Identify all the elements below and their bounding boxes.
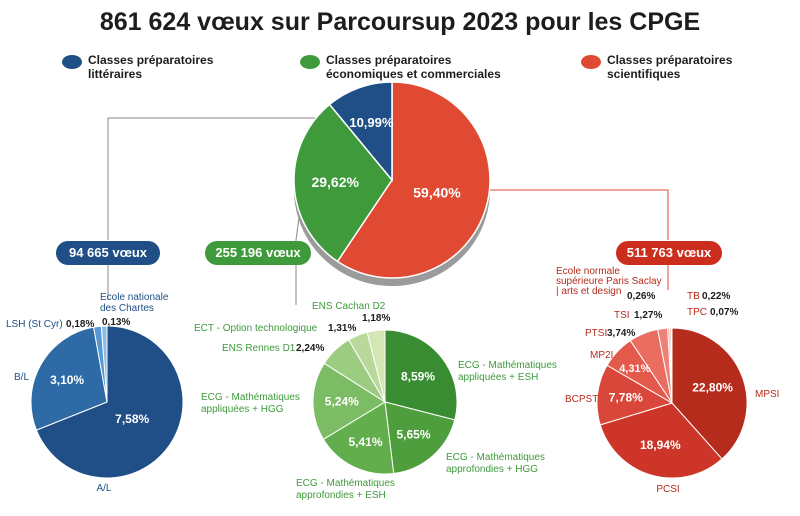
pie-value-label: 29,62%: [311, 174, 359, 190]
slice-name-label: des Chartes: [100, 303, 154, 314]
legend-label-line1: Classes préparatoires: [88, 53, 214, 67]
slice-name-label: MP2I: [590, 350, 613, 361]
pie-slices: [312, 329, 458, 475]
slice-value-label: 1,31%: [328, 323, 356, 334]
pie-slice-ecg-math-matiques-appliqu-es-esh: [384, 329, 458, 421]
badge-scientifiques: 511 763 vœux: [616, 241, 722, 265]
slice-name-label: appliquées + ESH: [458, 372, 538, 383]
slice-name-label: TSI: [614, 310, 630, 321]
pie-value-label: 5,41%: [348, 435, 382, 449]
legend-swatch: [581, 55, 601, 69]
pie-value-label: 5,24%: [325, 395, 359, 409]
slice-name-label: Ecole normale: [556, 266, 620, 277]
pie-slice-bcpst: [596, 364, 674, 426]
pie-value-label: 4,31%: [619, 363, 650, 375]
chart-title: 861 624 vœux sur Parcoursup 2023 pour le…: [99, 8, 701, 36]
badge-economiques: 255 196 vœux: [205, 241, 311, 265]
legend-item-scientifiques: Classes préparatoires scientifiques: [581, 53, 732, 81]
pie-slice-ens-cachan-d2: [366, 329, 386, 403]
slice-name-label: ECT - Option technologique: [194, 323, 318, 334]
legend-label-line1: Classes préparatoires: [607, 53, 733, 67]
pie-slice-classes-pr-paratoires-scientifiques: [336, 81, 491, 279]
slice-value-label: 0,13%: [102, 317, 130, 328]
slice-name-label: Ecole nationale: [100, 292, 169, 303]
slice-value-label: 2,24%: [296, 343, 324, 354]
pie-value-label: 3,10%: [50, 373, 84, 387]
slice-name-label: PTSI: [585, 328, 607, 339]
slice-name-label: ECG - Mathématiques: [446, 452, 545, 463]
badge-litteraires: 94 665 vœux: [56, 241, 160, 265]
slice-value-label: 1,18%: [362, 313, 390, 324]
connector-lines: [107, 117, 669, 305]
slice-name-label: ENS Cachan D2: [312, 301, 386, 312]
slice-name-label: supérieure Paris Saclay: [556, 276, 662, 287]
connector-litteraires: [107, 117, 340, 240]
pie-slice-tpc: [670, 327, 673, 404]
legend-label: Classes préparatoires scientifiques: [607, 53, 732, 81]
pie-value-label: 10,99%: [349, 115, 394, 130]
slice-name-label: approfondies + ESH: [296, 490, 386, 501]
pie-slices: [596, 327, 748, 479]
legend-swatch: [62, 55, 82, 69]
pie-value-label: 59,40%: [413, 185, 461, 201]
connector-scientifiques: [488, 189, 669, 240]
slice-value-label: 0,18%: [66, 319, 94, 330]
pie-value-label: 5,65%: [396, 428, 430, 442]
legend-label: Classes préparatoires littéraires: [88, 53, 213, 81]
pie-slice-b-l: [30, 326, 108, 431]
pie-value-label: 8,59%: [401, 369, 435, 383]
pie-scientifiques: 22,80% 18,94% 7,78% 4,31% Ecole normalesupér…: [556, 266, 779, 495]
pie-value-label: 7,78%: [609, 391, 643, 405]
pie-slice-mpsi: [671, 327, 748, 460]
pie-main: 59,40% 29,62% 10,99%: [293, 81, 491, 287]
legend-label: Classes préparatoires économiques et com…: [326, 53, 501, 81]
slice-name-label: appliquées + HGG: [201, 404, 284, 415]
pie-slice-ecg-math-matiques-appliqu-es-hgg: [312, 362, 386, 440]
slice-name-label: ECG - Mathématiques: [296, 478, 395, 489]
legend-label-line2: littéraires: [88, 67, 143, 81]
pie-slices: [30, 325, 184, 479]
pie-slice-pcsi: [599, 402, 723, 479]
slice-value-label: 3,74%: [607, 328, 635, 339]
slice-name-label: ECG - Mathématiques: [201, 392, 300, 403]
pie-slices: [293, 81, 491, 287]
legend-label-line1: Classes préparatoires: [326, 53, 452, 67]
slice-name-label: PCSI: [656, 484, 679, 495]
pie-slice-a-l: [35, 325, 184, 479]
pie-value-label: 22,80%: [692, 381, 733, 395]
slice-name-label: | arts et design: [556, 286, 621, 297]
slice-name-label: ENS Rennes D1: [222, 343, 296, 354]
slice-name-label: LSH (St Cyr): [6, 319, 63, 330]
slice-name-label: TB: [687, 291, 700, 302]
slice-name-label: approfondies + HGG: [446, 464, 538, 475]
legend-label-line2: scientifiques: [607, 67, 681, 81]
pie-value-label: 18,94%: [640, 438, 681, 452]
pie-slice-ecg-math-matiques-approfondies-hgg: [384, 401, 456, 475]
legend-item-economiques: Classes préparatoires économiques et com…: [300, 53, 501, 81]
pie-slice-ecole-nationale-des-chartes: [100, 325, 108, 403]
slice-value-label: 1,27%: [634, 310, 662, 321]
pie-economiques: 8,59% 5,65% 5,41% 5,24% ENS Cachan D21,18% EC…: [194, 301, 557, 501]
slice-value-label: 0,07%: [710, 307, 738, 318]
pie-value-label: 7,58%: [115, 412, 149, 426]
legend-item-litteraires: Classes préparatoires littéraires: [62, 53, 213, 81]
slice-name-label: ECG - Mathématiques: [458, 360, 557, 371]
slice-name-label: BCPST: [565, 394, 598, 405]
pie-slice-ecg-math-matiques-approfondies-esh: [322, 401, 395, 475]
pie-slice-classes-pr-paratoires-litt-raires: [328, 81, 393, 183]
slice-name-label: MPSI: [755, 389, 779, 400]
slice-value-label: 0,26%: [627, 291, 655, 302]
slice-name-label: A/L: [96, 483, 111, 494]
slice-value-label: 0,22%: [702, 291, 730, 302]
slice-name-label: B/L: [14, 372, 29, 383]
legend-label-line2: économiques et commerciales: [326, 67, 501, 81]
pie-slice-classes-pr-paratoires-conomiques-et-commerciales: [293, 103, 393, 263]
slice-name-label: TPC: [687, 307, 707, 318]
legend-swatch: [300, 55, 320, 69]
